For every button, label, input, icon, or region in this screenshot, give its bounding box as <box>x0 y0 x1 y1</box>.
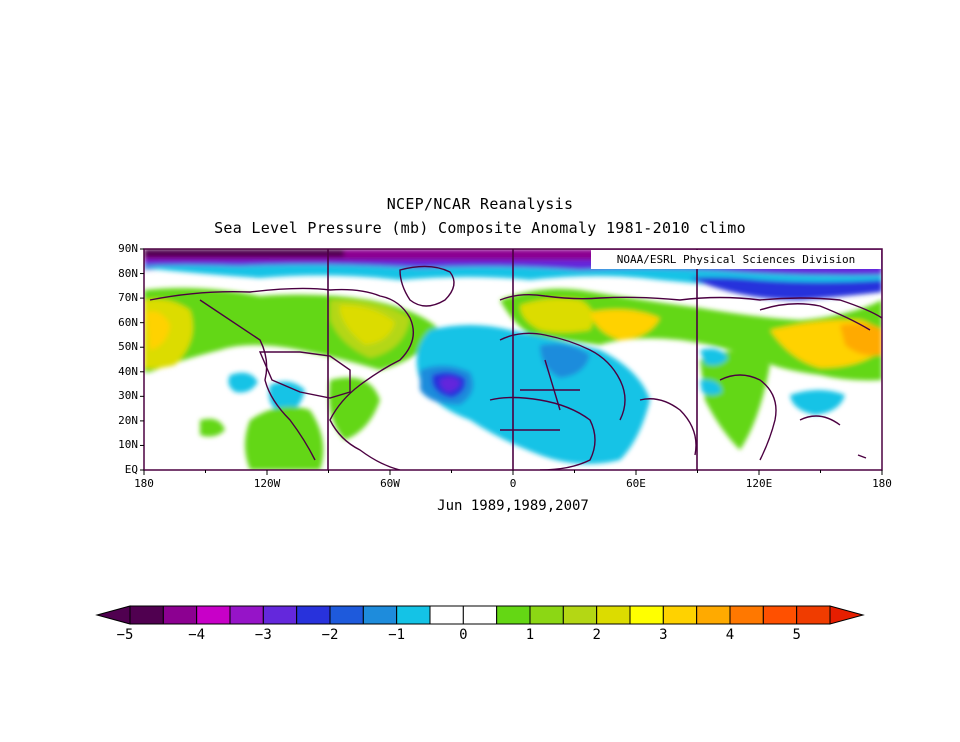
lat-label: 70N <box>118 291 138 305</box>
lon-label: 180 <box>134 477 154 490</box>
period-label: Jun 1989,1989,2007 <box>437 498 589 514</box>
lon-label: 180 <box>872 477 892 490</box>
colorbar-label: 3 <box>659 627 668 643</box>
lat-label: 50N <box>118 340 138 354</box>
colorbar-swatch <box>496 605 531 625</box>
lat-label: EQ <box>124 463 138 476</box>
colorbar-label: 5 <box>792 627 801 643</box>
colorbar-swatch <box>229 605 264 625</box>
lat-label: 90N <box>118 242 138 255</box>
colorbar-swatch <box>262 605 298 625</box>
lat-label: 20N <box>118 413 138 427</box>
colorbar-swatch <box>429 605 464 625</box>
colorbar-over-arrow <box>829 605 865 625</box>
colorbar-swatch <box>296 605 331 625</box>
map-subtitle: Sea Level Pressure (mb) Composite Anomal… <box>214 219 746 237</box>
colorbar-label: 1 <box>525 627 535 643</box>
colorbar-swatch <box>696 605 731 625</box>
colorbar-swatch <box>562 605 598 625</box>
colorbar-label: −4 <box>188 627 206 643</box>
lat-label: 10N <box>118 438 138 452</box>
lon-label: 0 <box>509 477 517 490</box>
lat-label: 60N <box>118 315 138 329</box>
lon-label: 60W <box>380 477 400 490</box>
colorbar-label: 2 <box>592 627 601 643</box>
lon-label: 120E <box>745 477 773 490</box>
colorbar-swatch <box>729 605 764 625</box>
colorbar-swatch <box>396 605 431 625</box>
lat-label: 30N <box>118 389 138 403</box>
colorbar-swatch <box>662 605 698 625</box>
coastlines <box>149 265 882 470</box>
colorbar-under-arrow <box>95 605 131 625</box>
colorbar-swatch <box>796 605 831 625</box>
colorbar-swatch <box>362 605 398 625</box>
lon-label: 120W <box>253 477 281 490</box>
colorbar-label: −3 <box>254 627 272 643</box>
colorbar-swatch <box>329 605 364 625</box>
lon-label: 60E <box>626 477 646 490</box>
colorbar-swatch <box>162 605 198 625</box>
colorbar-label: −1 <box>388 627 406 643</box>
colorbar <box>95 605 865 625</box>
colorbar-label: 4 <box>725 627 735 643</box>
axis-ticks <box>140 248 883 475</box>
colorbar-label: −5 <box>116 627 134 643</box>
colorbar-swatch <box>129 605 164 625</box>
lat-label: 40N <box>118 364 138 378</box>
colorbar-swatch <box>529 605 564 625</box>
colorbar-swatch <box>596 605 631 625</box>
map-title: NCEP/NCAR Reanalysis <box>386 195 574 213</box>
colorbar-swatch <box>462 605 498 625</box>
colorbar-swatch <box>629 605 664 625</box>
colorbar-label: 0 <box>459 627 468 643</box>
lat-label: 80N <box>118 266 138 280</box>
colorbar-label: −2 <box>321 627 339 643</box>
colorbar-swatch <box>196 605 231 625</box>
credit-label: NOAA/ESRL Physical Sciences Division <box>591 250 881 269</box>
colorbar-swatch <box>762 605 798 625</box>
